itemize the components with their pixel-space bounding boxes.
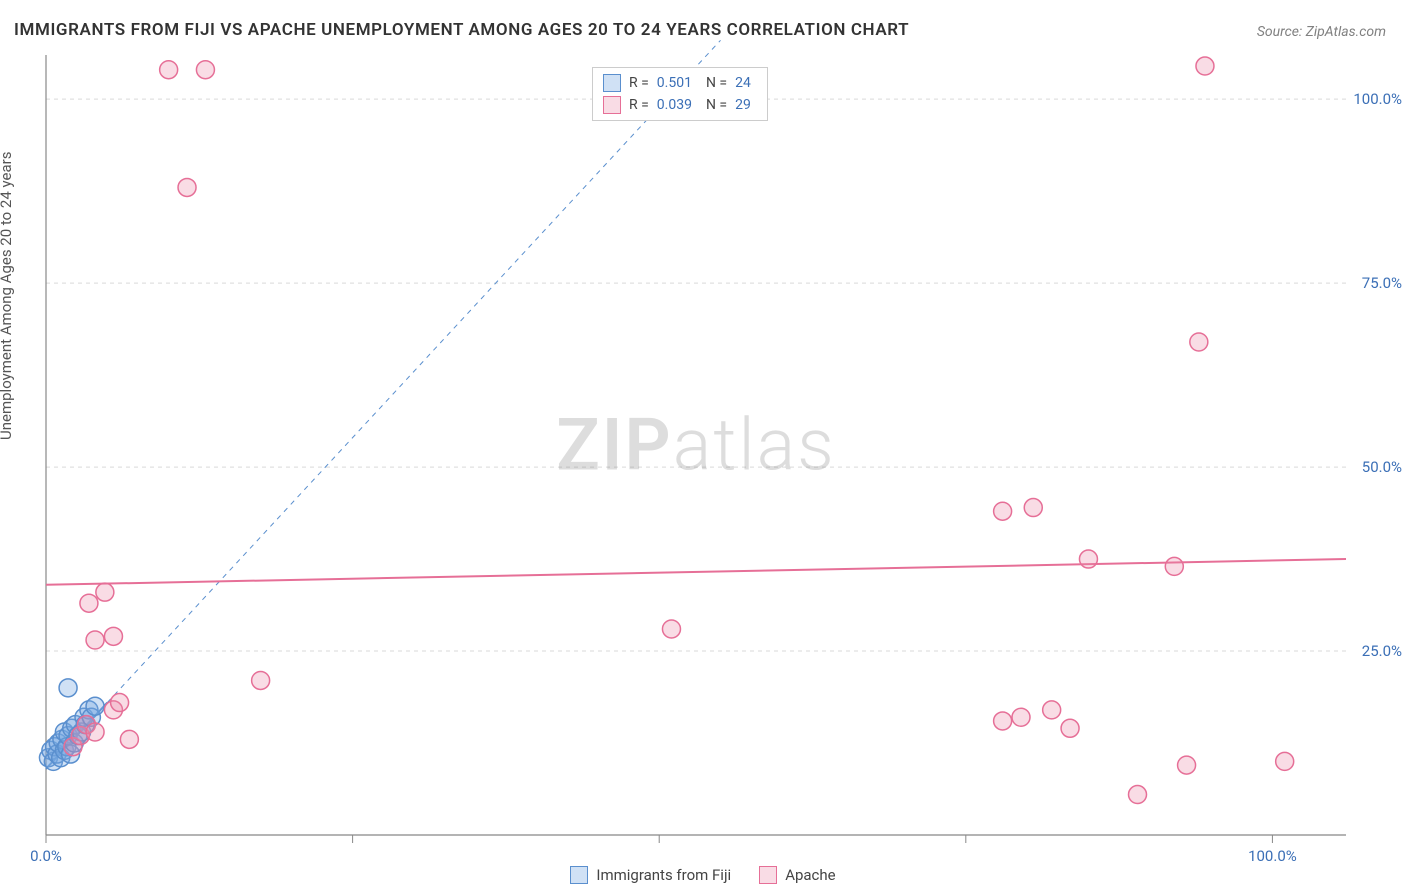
legend-r-label: R =	[629, 94, 649, 116]
legend-n-label: N =	[706, 72, 727, 94]
legend-swatch-icon	[570, 866, 588, 884]
y-tick-label: 75.0%	[1350, 274, 1406, 292]
legend-r-label: R =	[629, 72, 649, 94]
y-tick-label: 25.0%	[1350, 642, 1406, 660]
correlation-legend: R = 0.501 N = 24 R = 0.039 N = 29	[592, 67, 768, 121]
y-axis-label: Unemployment Among Ages 20 to 24 years	[0, 152, 15, 440]
series-legend-item: Apache	[759, 866, 835, 884]
legend-r-value: 0.501	[657, 72, 692, 94]
legend-n-value: 29	[735, 94, 751, 116]
legend-swatch-icon	[603, 96, 621, 114]
legend-swatch-icon	[603, 74, 621, 92]
legend-row: R = 0.501 N = 24	[603, 72, 757, 94]
series-legend-item: Immigrants from Fiji	[570, 866, 731, 884]
plot-area: ZIPatlas R =0.501N =24R =0.039N =29	[46, 55, 1346, 835]
legend-r-value: 0.039	[657, 94, 692, 116]
series-legend-label: Apache	[785, 866, 835, 884]
y-tick-label: 100.0%	[1350, 90, 1406, 108]
source-attribution: Source: ZipAtlas.com	[1257, 24, 1386, 40]
y-tick-label: 50.0%	[1350, 458, 1406, 476]
series-legend: Immigrants from Fiji Apache	[0, 866, 1406, 884]
chart-title: IMMIGRANTS FROM FIJI VS APACHE UNEMPLOYM…	[14, 20, 909, 40]
series-legend-label: Immigrants from Fiji	[596, 866, 731, 884]
legend-n-label: N =	[706, 94, 727, 116]
legend-row: R = 0.039 N = 29	[603, 94, 757, 116]
legend-swatch-icon	[759, 866, 777, 884]
scatter-svg	[46, 55, 1346, 835]
legend-n-value: 24	[735, 72, 751, 94]
